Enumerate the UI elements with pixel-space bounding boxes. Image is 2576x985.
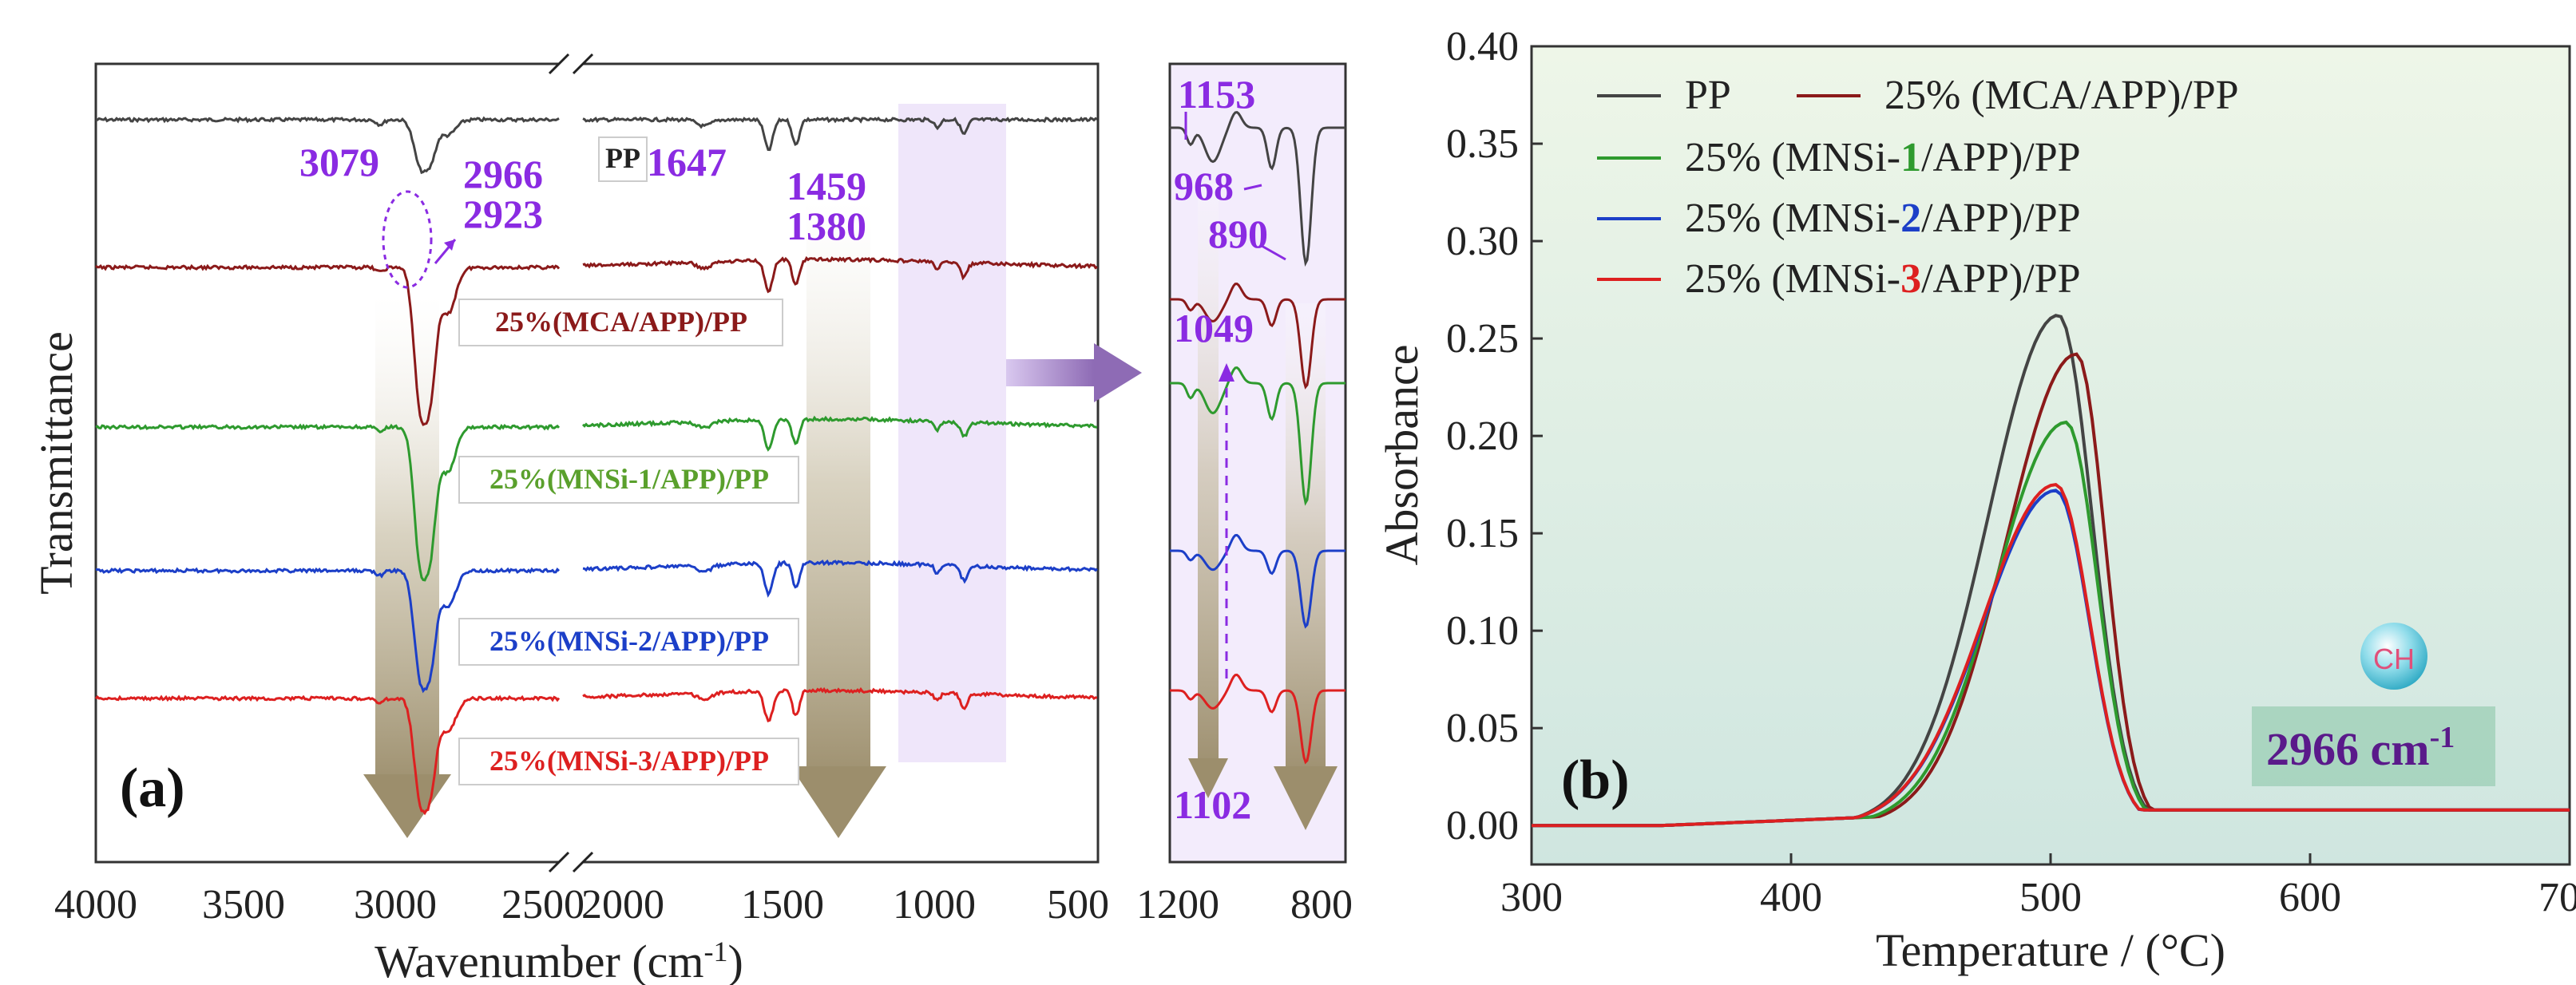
peak-label-1102: 1102	[1174, 782, 1251, 827]
wavenumber-label: 2966 cm-1	[2266, 721, 2455, 775]
peak-label-1459: 1459	[787, 164, 866, 208]
zoom-spectrum-pp	[1170, 110, 1345, 267]
x-tick-500: 500	[1047, 882, 1109, 928]
peak-pointer-head	[444, 239, 455, 251]
spectrum-mnsi3	[94, 686, 1098, 816]
zoom-spectrum-mnsi1	[1170, 366, 1345, 506]
panel-b-y-axis-title: Absorbance	[1376, 344, 1428, 565]
spectrum-label-mca-box: 25%(MCA/APP)/PP	[458, 299, 783, 346]
y-tick-label: 0.30	[1446, 219, 1519, 264]
y-tick-label: 0.05	[1446, 706, 1519, 751]
peak-label-2923: 2923	[463, 192, 543, 236]
x-tick-label: 300	[1500, 875, 1563, 920]
peak-label-3079: 3079	[299, 140, 379, 184]
spectrum-mnsi1	[95, 415, 1098, 582]
x-tick-label: 500	[2019, 875, 2082, 920]
peak-pointer-890	[1261, 244, 1286, 261]
ch-molecule-icon	[2360, 623, 2427, 690]
spectrum-pp	[95, 116, 1098, 175]
zoom-x-tick-1200: 1200	[1136, 882, 1219, 928]
spectrum-label-pp: PP	[605, 142, 640, 174]
x-tick-label: 600	[2279, 875, 2341, 920]
panel-a-x-ticks: 4000 3500 3000 2500 2000 1500 1000 500	[54, 882, 1109, 928]
peak-label-890: 890	[1208, 212, 1268, 256]
spectra-zoom	[1170, 110, 1345, 765]
axis-break-mark-top-2	[572, 53, 594, 75]
legend-label-mnsi2: 25% (MNSi-2/APP)/PP	[1685, 196, 2081, 241]
panel-b-tag: (b)	[1561, 750, 1630, 811]
axis-break-mark-bottom-1	[548, 851, 570, 873]
x-tick-label: 700	[2538, 875, 2576, 920]
peak-label-2966: 2966	[463, 152, 543, 196]
spectrum-mnsi2	[95, 559, 1098, 694]
x-tick-1500: 1500	[741, 882, 824, 928]
y-tick-label: 0.00	[1446, 803, 1519, 849]
highlight-band	[898, 104, 1006, 762]
zoom-spectrum-mnsi3	[1170, 673, 1345, 765]
spectrum-label-mnsi1-box: 25%(MNSi-1/APP)/PP	[458, 456, 799, 504]
peak-label-1049: 1049	[1174, 306, 1254, 350]
axis-break-mark-top-1	[548, 53, 570, 75]
arrow-2966	[363, 295, 451, 838]
y-tick-label: 0.15	[1446, 511, 1519, 556]
panel-a-y-axis-title: Transmittance	[30, 331, 82, 595]
spectrum-label-mnsi3: 25%(MNSi-3/APP)/PP	[489, 745, 769, 777]
zoom-dashed-head	[1219, 363, 1234, 382]
panel-a: PP 25%(MCA/APP)/PP 25%(MNSi-1/APP)/PP 25…	[30, 48, 1109, 985]
y-tick-label: 0.40	[1446, 24, 1519, 69]
peak-label-968: 968	[1174, 164, 1234, 208]
arrow-1459	[791, 200, 886, 838]
peak-label-1647: 1647	[647, 140, 727, 184]
x-tick-2000: 2000	[581, 882, 664, 928]
panel-b-curves	[1532, 314, 2570, 828]
legend-label-mnsi3: 25% (MNSi-3/APP)/PP	[1685, 256, 2081, 302]
zoom-arrow	[1006, 343, 1142, 402]
zoom-arrow-1102	[1188, 184, 1228, 798]
x-tick-3500: 3500	[202, 882, 285, 928]
peak-label-1380: 1380	[787, 204, 866, 248]
y-tick-label: 0.20	[1446, 413, 1519, 459]
spectrum-label-mnsi2-box: 25%(MNSi-2/APP)/PP	[458, 618, 799, 666]
spectrum-label-mnsi2: 25%(MNSi-2/APP)/PP	[489, 625, 769, 657]
x-tick-2500: 2500	[501, 882, 585, 928]
y-tick-label: 0.25	[1446, 316, 1519, 362]
panel-a-x-axis-title: Wavenumber (cm-1)	[375, 936, 743, 985]
wavenumber-box	[2252, 706, 2495, 786]
ch-badge-text: CH	[2373, 643, 2415, 675]
legend-label-pp: PP	[1685, 73, 1731, 118]
panel-b-x-axis-title: Temperature / (°C)	[1876, 924, 2225, 976]
x-tick-1000: 1000	[893, 882, 976, 928]
peak-label-1153: 1153	[1178, 72, 1255, 117]
y-tick-label: 0.35	[1446, 121, 1519, 167]
zoom-spectrum-mca	[1170, 282, 1345, 390]
spectrum-label-mnsi1: 25%(MNSi-1/APP)/PP	[489, 463, 769, 495]
legend-label-mca: 25% (MCA/APP)/PP	[1884, 73, 2239, 118]
spectrum-mca	[95, 255, 1098, 426]
y-tick-label: 0.10	[1446, 608, 1519, 654]
panel-a-tag: (a)	[120, 758, 185, 819]
x-tick-4000: 4000	[54, 882, 137, 928]
x-tick-label: 400	[1760, 875, 1822, 920]
spectrum-label-mca: 25%(MCA/APP)/PP	[495, 306, 747, 338]
x-tick-3000: 3000	[354, 882, 437, 928]
panel-b-legend: PP 25% (MCA/APP)/PP 25% (MNSi-1/APP)/PP …	[1597, 73, 2239, 302]
ch-badge: CH 2966 cm-1	[2252, 623, 2495, 786]
spectrum-label-mnsi3-box: 25%(MNSi-3/APP)/PP	[458, 738, 799, 785]
peak-ellipse-2966	[382, 190, 433, 289]
spectra-main	[94, 116, 1098, 816]
absorbance-curve-5	[1532, 482, 2570, 828]
panel-a-zoom: 1153 968 890 1049 1102 1200 800	[1136, 62, 1353, 928]
panel-b-ticks: 0.00 0.05 0.10 0.15 0.20 0.25 0.30 0.35 0.40 300 4…	[1446, 24, 2576, 920]
legend-label-mnsi1: 25% (MNSi-1/APP)/PP	[1685, 135, 2081, 180]
panel-b: 0.00 0.05 0.10 0.15 0.20 0.25 0.30 0.35 0.40 300 4…	[1376, 24, 2576, 976]
zoom-x-tick-800: 800	[1290, 882, 1353, 928]
zoom-arrow-890	[1274, 303, 1338, 830]
zoom-spectrum-mnsi2	[1170, 533, 1345, 629]
spectrum-label-pp-box: PP	[598, 136, 648, 182]
axis-break-mark-bottom-2	[572, 851, 594, 873]
peak-pointer-968	[1243, 184, 1262, 191]
